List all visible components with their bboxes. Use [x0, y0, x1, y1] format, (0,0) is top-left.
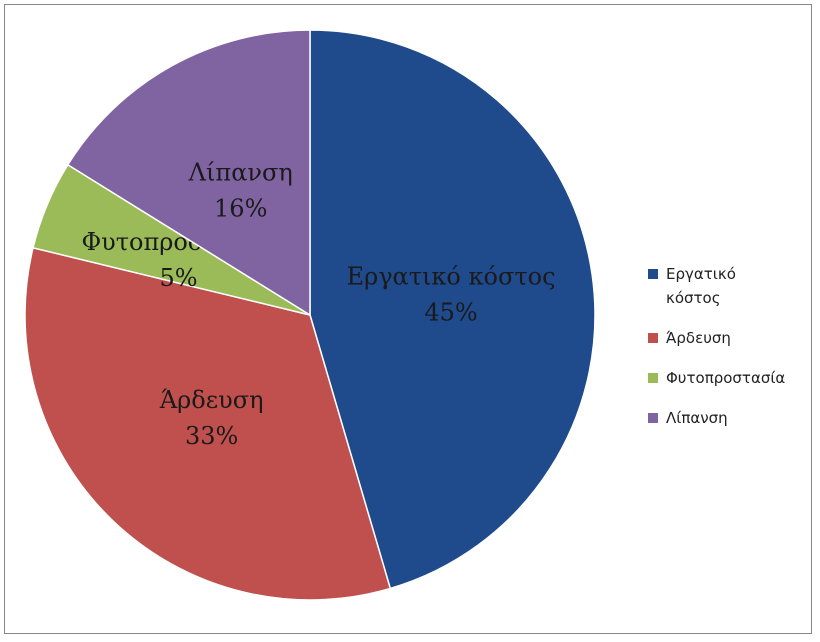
slice-value-label: 45% [424, 299, 477, 327]
legend-swatch [648, 413, 658, 423]
pie-slice [309, 29, 596, 590]
legend-swatch [648, 269, 658, 279]
legend-label: Εργατικό κόστος [666, 265, 736, 307]
legend-label: Φυτοπροστασία [666, 369, 786, 387]
legend-swatch [648, 373, 658, 383]
slice-label: Άρδευση [159, 386, 264, 414]
pie-slice [66, 29, 311, 317]
slice-label: Λίπανση [188, 158, 293, 186]
slice-label: Εργατικό κόστος [347, 263, 556, 291]
slice-value-label: 5% [160, 264, 198, 292]
legend-item: Λίπανση [648, 406, 776, 430]
slice-value-label: 33% [185, 422, 238, 450]
pie-slice [24, 246, 392, 601]
legend-item: Άρδευση [648, 326, 776, 350]
legend: Εργατικό κόστος Άρδευση Φυτοπροστασία Λίπαν… [648, 262, 798, 446]
legend-item: Φυτοπροστασία [648, 366, 785, 390]
slice-value-label: 16% [214, 194, 267, 222]
legend-item: Εργατικό κόστος [648, 262, 776, 310]
legend-swatch [648, 333, 658, 343]
legend-label: Άρδευση [666, 329, 731, 347]
legend-label: Λίπανση [666, 409, 728, 427]
